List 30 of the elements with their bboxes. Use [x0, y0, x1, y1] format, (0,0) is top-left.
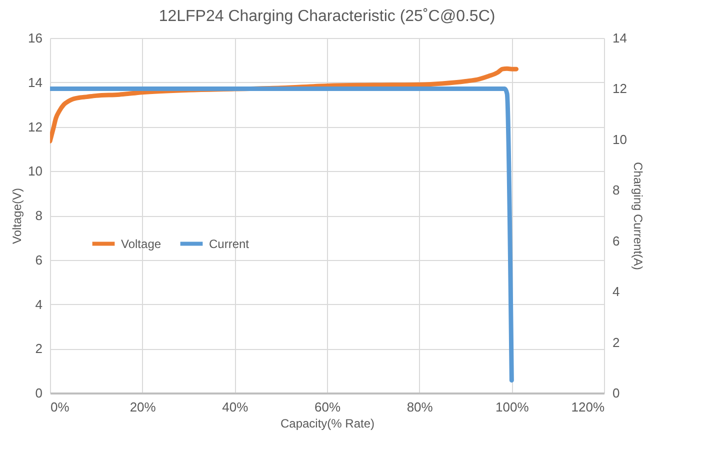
- y-tick-label: 14: [28, 74, 42, 90]
- x-tick-label: 100%: [496, 400, 530, 414]
- x-tick-label: 80%: [406, 400, 434, 414]
- x-tick-label: 120%: [571, 400, 605, 414]
- y-tick-label: 0: [35, 386, 42, 400]
- y2-tick-label: 0: [612, 386, 620, 400]
- y2-tick-label: 6: [612, 233, 620, 248]
- x-tick-label: 40%: [222, 400, 249, 414]
- y-tick-label: 6: [35, 252, 42, 268]
- y2-tick-label: 12: [612, 81, 627, 96]
- y-tick-label: 10: [28, 164, 42, 179]
- y-axis-title: Voltage(V): [10, 188, 24, 244]
- x-axis-title: Capacity(% Rate): [280, 416, 375, 430]
- y-tick-label: 16: [28, 30, 42, 46]
- y2-tick-label: 4: [612, 284, 620, 300]
- y2-tick-label: 10: [612, 132, 627, 147]
- legend-label: Voltage: [121, 236, 162, 251]
- chart-title: 12LFP24 Charging Characteristic (25˚C@0.5C): [158, 8, 496, 25]
- x-tick-label: 20%: [130, 400, 156, 414]
- y2-tick-label: 14: [612, 30, 627, 46]
- y2-tick-label: 2: [612, 334, 620, 350]
- y2-axis-title: Charging Current(A): [630, 162, 645, 270]
- y-tick-label: 12: [28, 119, 42, 134]
- y-tick-label: 8: [35, 208, 42, 223]
- y-tick-label: 2: [35, 341, 42, 356]
- x-tick-label: 60%: [314, 400, 341, 414]
- legend-label: Current: [209, 236, 250, 251]
- y2-tick-label: 8: [612, 182, 620, 198]
- y-tick-label: 4: [35, 296, 42, 312]
- x-tick-label: 0%: [50, 400, 70, 414]
